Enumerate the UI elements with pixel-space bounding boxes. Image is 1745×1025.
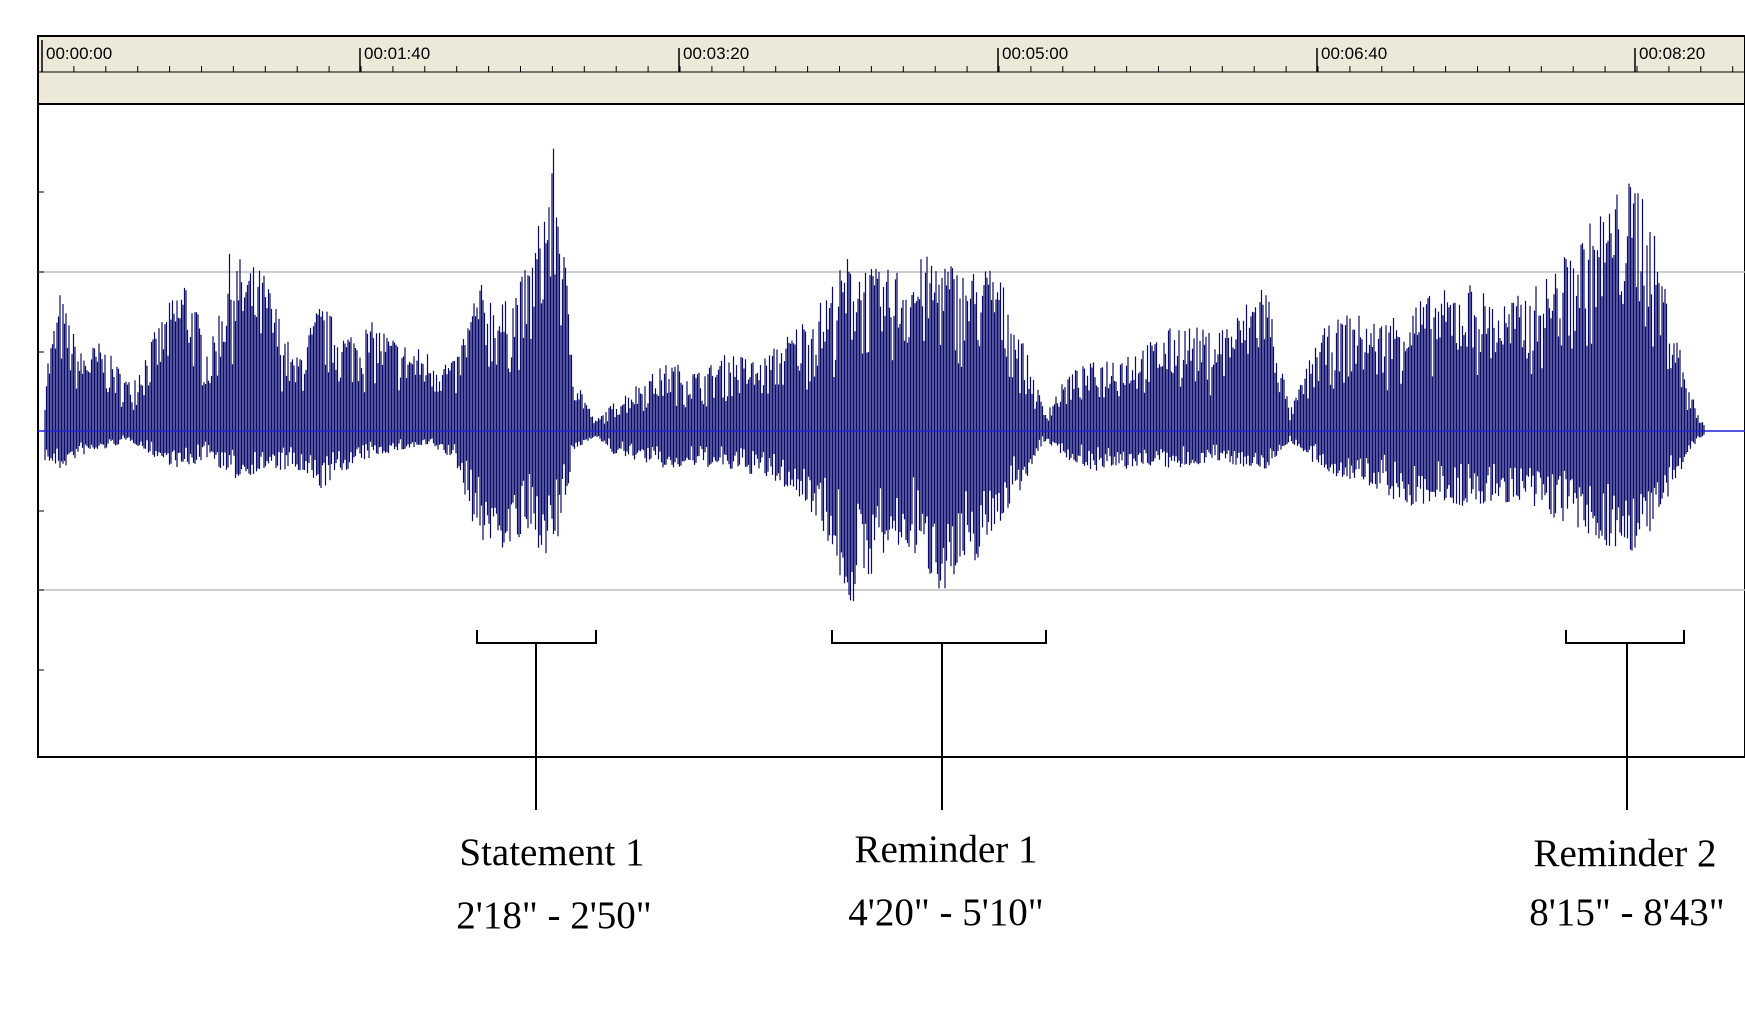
tick-00-00-00: 00:00:00 xyxy=(41,40,112,72)
segment-callout-statement-1: Statement 1 2'18" - 2'50" xyxy=(456,630,652,937)
amplitude-ticks xyxy=(38,191,44,671)
tick-00-08-20: 00:08:20 xyxy=(1634,44,1705,72)
segment-callout-reminder-1: Reminder 1 4'20" - 5'10" xyxy=(831,630,1047,934)
ruler-minor-ticks xyxy=(41,66,1734,72)
segment-range: 4'20" - 5'10" xyxy=(848,891,1043,934)
tick-label: 00:08:20 xyxy=(1639,44,1705,63)
tick-label: 00:00:00 xyxy=(46,44,112,63)
tick-00-01-40: 00:01:40 xyxy=(359,44,430,72)
segment-range: 8'15" - 8'43" xyxy=(1529,891,1724,934)
waveform xyxy=(44,148,1705,602)
segment-label: Statement 1 xyxy=(459,831,644,874)
segment-bracket xyxy=(831,630,1047,644)
segment-range: 2'18" - 2'50" xyxy=(456,894,651,937)
segment-bracket xyxy=(1565,630,1685,644)
segment-label: Reminder 2 xyxy=(1533,832,1716,875)
audio-track[interactable] xyxy=(37,103,1745,758)
segment-callout-reminder-2: Reminder 2 8'15" - 8'43" xyxy=(1529,630,1725,934)
tick-label: 00:06:40 xyxy=(1321,44,1387,63)
tick-00-06-40: 00:06:40 xyxy=(1316,44,1387,72)
tick-label: 00:05:00 xyxy=(1002,44,1068,63)
tick-label: 00:03:20 xyxy=(683,44,749,63)
timeline-ruler[interactable]: 00:00:00 00:01:40 00:03:20 00:05:00 00:0… xyxy=(37,35,1745,105)
segment-label: Reminder 1 xyxy=(854,828,1037,871)
tick-label: 00:01:40 xyxy=(364,44,430,63)
tick-00-03-20: 00:03:20 xyxy=(678,44,749,72)
tick-00-05-00: 00:05:00 xyxy=(997,44,1068,72)
